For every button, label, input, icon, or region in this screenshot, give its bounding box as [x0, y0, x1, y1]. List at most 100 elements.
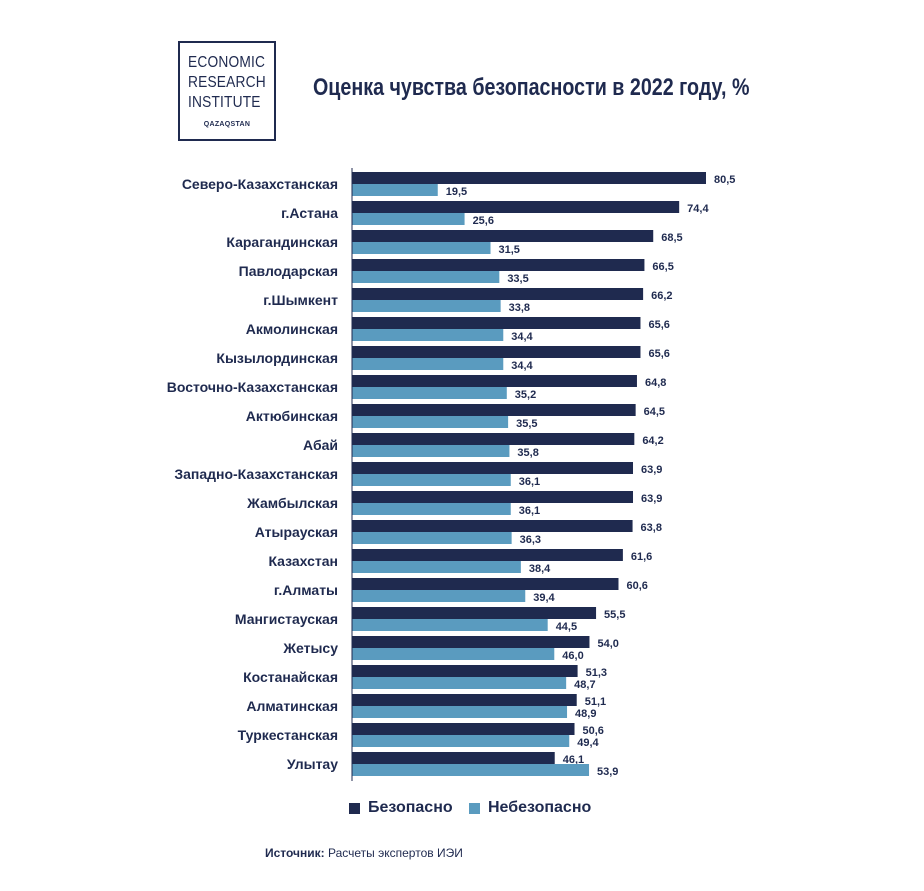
bar-safe — [352, 578, 619, 590]
bar-unsafe — [352, 184, 438, 196]
data-label-safe: 63,9 — [641, 464, 662, 476]
bar-unsafe — [352, 590, 526, 602]
logo-line-2: RESEARCH — [188, 74, 266, 91]
category-label: Восточно-Казахстанская — [167, 379, 338, 395]
category-label: Актюбинская — [246, 408, 338, 424]
data-label-unsafe: 19,5 — [446, 186, 467, 198]
bar-unsafe — [352, 677, 567, 689]
data-label-safe: 55,5 — [604, 609, 625, 621]
bar-unsafe — [352, 474, 511, 486]
eri-logo: ECONOMIC RESEARCH INSTITUTE QAZAQSTAN — [178, 41, 276, 141]
data-label-unsafe: 48,9 — [575, 708, 596, 720]
bar-safe — [352, 404, 636, 416]
legend-label-unsafe: Небезопасно — [488, 799, 592, 816]
bar-safe — [352, 172, 706, 184]
data-label-unsafe: 35,5 — [516, 418, 537, 430]
bar-unsafe — [352, 329, 504, 341]
bar-safe — [352, 259, 645, 271]
data-label-unsafe: 39,4 — [533, 592, 555, 604]
data-label-unsafe: 38,4 — [529, 563, 551, 575]
category-label: г.Шымкент — [263, 292, 338, 308]
data-label-unsafe: 36,1 — [519, 505, 540, 517]
bar-safe — [352, 201, 680, 213]
bar-safe — [352, 491, 634, 503]
bar-safe — [352, 694, 577, 706]
legend-swatch-safe — [349, 802, 360, 814]
source-label: Источник: — [265, 846, 325, 860]
data-label-unsafe: 36,1 — [519, 476, 540, 488]
bar-safe — [352, 433, 635, 445]
bar-unsafe — [352, 532, 512, 544]
data-label-safe: 64,2 — [642, 435, 663, 447]
bar-unsafe — [352, 300, 501, 312]
data-label-safe: 66,5 — [652, 261, 673, 273]
data-label-unsafe: 34,4 — [511, 360, 533, 372]
bar-unsafe — [352, 561, 521, 573]
bar-unsafe — [352, 619, 548, 631]
data-label-unsafe: 25,6 — [473, 215, 494, 227]
bar-safe — [352, 462, 634, 474]
category-label: Акмолинская — [246, 321, 338, 337]
data-label-safe: 54,0 — [597, 638, 618, 650]
data-label-unsafe: 33,5 — [507, 273, 528, 285]
category-label: Костанайская — [243, 669, 338, 685]
bar-safe — [352, 752, 555, 764]
logo-subtitle: QAZAQSTAN — [203, 121, 251, 128]
bar-safe — [352, 230, 654, 242]
bar-safe — [352, 346, 641, 358]
category-label: г.Алматы — [274, 582, 338, 598]
data-label-unsafe: 31,5 — [499, 244, 520, 256]
legend-swatch-unsafe — [469, 802, 480, 814]
bar-safe — [352, 288, 644, 300]
data-label-safe: 63,9 — [641, 493, 662, 505]
bar-safe — [352, 520, 633, 532]
data-label-unsafe: 53,9 — [597, 766, 618, 778]
data-label-safe: 64,8 — [645, 377, 666, 389]
data-label-unsafe: 33,8 — [509, 302, 530, 314]
bar-unsafe — [352, 648, 555, 660]
legend-label-safe: Безопасно — [368, 799, 453, 816]
category-label: г.Астана — [281, 205, 338, 221]
data-label-safe: 60,6 — [626, 580, 647, 592]
category-label: Кызылординская — [216, 350, 338, 366]
bar-unsafe — [352, 764, 590, 776]
data-label-safe: 65,6 — [648, 348, 669, 360]
category-label: Казахстан — [268, 553, 338, 569]
category-label: Западно-Казахстанская — [174, 466, 338, 482]
bar-unsafe — [352, 387, 507, 399]
category-label: Карагандинская — [226, 234, 338, 250]
logo-line-3: INSTITUTE — [188, 94, 261, 111]
data-label-safe: 66,2 — [651, 290, 672, 302]
data-label-unsafe: 35,2 — [515, 389, 536, 401]
data-label-unsafe: 34,4 — [511, 331, 533, 343]
data-label-unsafe: 49,4 — [577, 737, 599, 749]
data-label-safe: 50,6 — [583, 725, 604, 737]
bar-safe — [352, 549, 623, 561]
bar-unsafe — [352, 358, 504, 370]
logo-line-1: ECONOMIC — [188, 54, 266, 71]
category-label: Улытау — [287, 756, 338, 772]
data-label-unsafe: 46,0 — [562, 650, 583, 662]
category-label: Павлодарская — [239, 263, 338, 279]
category-label: Мангистауская — [235, 611, 338, 627]
chart-title: Оценка чувства безопасности в 2022 году,… — [313, 74, 750, 101]
bar-safe — [352, 317, 641, 329]
data-label-safe: 64,5 — [644, 406, 665, 418]
bar-unsafe — [352, 271, 500, 283]
category-label: Северо-Казахстанская — [182, 176, 338, 192]
data-label-safe: 68,5 — [661, 232, 682, 244]
source-text: Расчеты экспертов ИЭИ — [328, 846, 463, 860]
bar-unsafe — [352, 445, 510, 457]
data-label-unsafe: 44,5 — [556, 621, 577, 633]
data-label-safe: 63,8 — [641, 522, 662, 534]
bar-safe — [352, 723, 575, 735]
bar-unsafe — [352, 416, 509, 428]
bar-safe — [352, 636, 590, 648]
legend-item-unsafe: Небезопасно — [469, 799, 591, 817]
data-label-safe: 51,3 — [586, 667, 607, 679]
bar-unsafe — [352, 735, 570, 747]
data-label-unsafe: 48,7 — [574, 679, 595, 691]
data-label-safe: 74,4 — [687, 203, 709, 215]
logo-wordmark: ECONOMIC RESEARCH INSTITUTE — [188, 53, 266, 113]
